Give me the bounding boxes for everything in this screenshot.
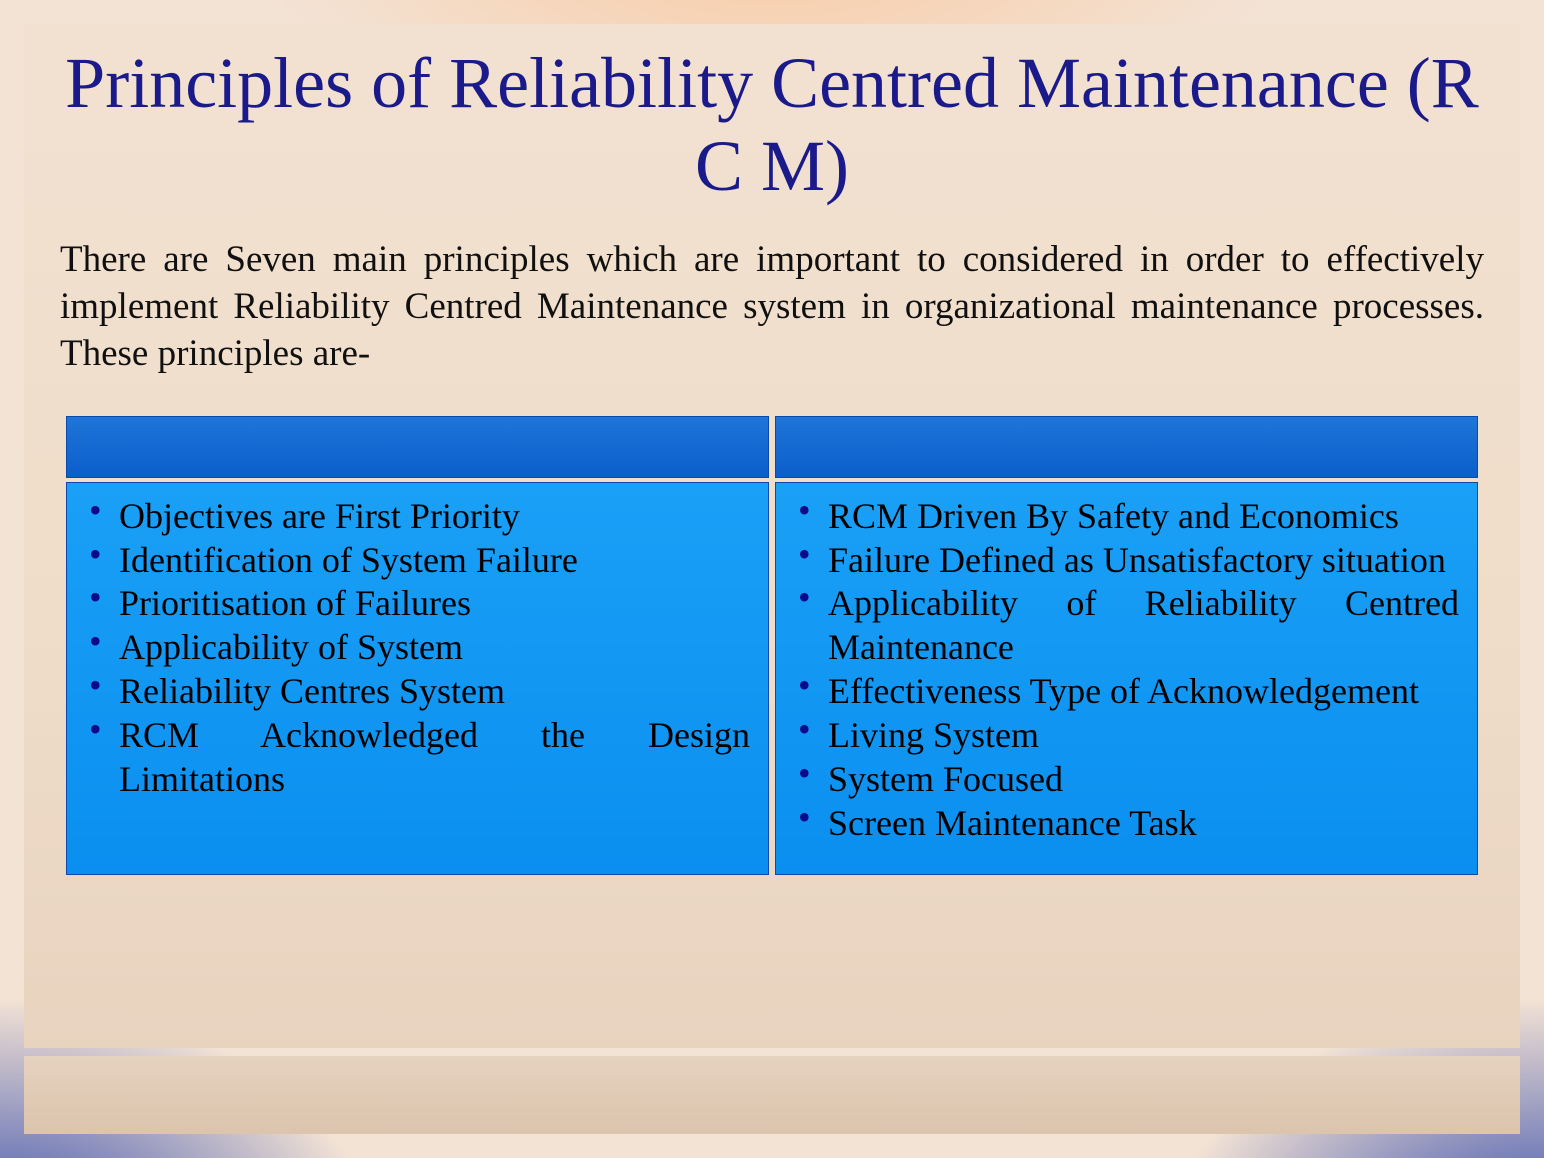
list-item: Objectives are First Priority bbox=[85, 495, 750, 539]
list-item: Applicability of System bbox=[85, 626, 750, 670]
list-item: Failure Defined as Unsatisfactory situat… bbox=[794, 539, 1459, 583]
right-bullet-list: RCM Driven By Safety and Economics Failu… bbox=[794, 495, 1459, 846]
table-cell-right: RCM Driven By Safety and Economics Failu… bbox=[775, 482, 1478, 875]
list-item: Reliability Centres System bbox=[85, 670, 750, 714]
list-item: Identification of System Failure bbox=[85, 539, 750, 583]
left-bullet-list: Objectives are First Priority Identifica… bbox=[85, 495, 750, 802]
table-header-left bbox=[66, 416, 769, 478]
list-item: Living System bbox=[794, 714, 1459, 758]
list-item: RCM Acknowledged the Design Limitations bbox=[85, 714, 750, 802]
list-item: System Focused bbox=[794, 758, 1459, 802]
intro-paragraph: There are Seven main principles which ar… bbox=[60, 236, 1484, 378]
list-item: Applicability of Reliability Centred Mai… bbox=[794, 582, 1459, 670]
table-cell-left: Objectives are First Priority Identifica… bbox=[66, 482, 769, 875]
principles-table: Objectives are First Priority Identifica… bbox=[60, 412, 1484, 879]
list-item: Prioritisation of Failures bbox=[85, 582, 750, 626]
bottom-bar bbox=[24, 1056, 1520, 1134]
slide-title: Principles of Reliability Centred Mainte… bbox=[60, 42, 1484, 208]
slide-card: Principles of Reliability Centred Mainte… bbox=[24, 24, 1520, 1048]
list-item: Effectiveness Type of Acknowledgement bbox=[794, 670, 1459, 714]
list-item: RCM Driven By Safety and Economics bbox=[794, 495, 1459, 539]
table-header-right bbox=[775, 416, 1478, 478]
list-item: Screen Maintenance Task bbox=[794, 802, 1459, 846]
